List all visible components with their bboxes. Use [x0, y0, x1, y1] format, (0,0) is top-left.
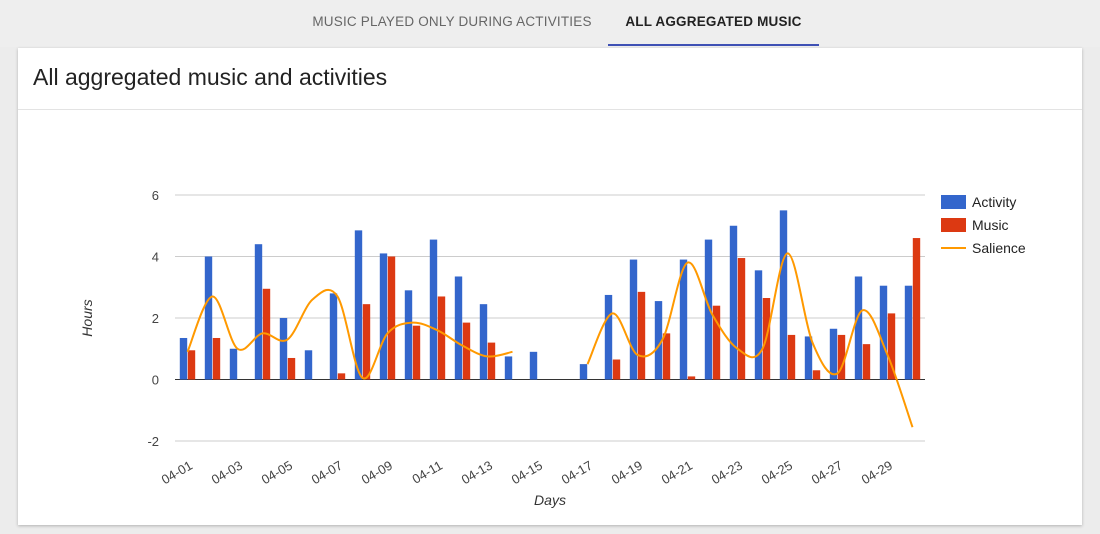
x-tick-label: 04-05 [259, 458, 295, 488]
x-axis-title: Days [534, 492, 566, 508]
activity-bar [204, 256, 213, 380]
y-tick-label: 0 [152, 373, 159, 388]
activity-bar [579, 364, 588, 380]
activity-bar [754, 270, 763, 380]
activity-bar [379, 253, 388, 380]
music-bar [912, 238, 921, 380]
activity-bar [454, 276, 463, 380]
x-tick-label: 04-23 [709, 458, 745, 488]
music-bar [212, 337, 221, 380]
activity-bar [279, 318, 288, 380]
activity-bar [254, 244, 263, 380]
x-tick-label: 04-27 [809, 458, 845, 488]
music-bar [187, 350, 196, 380]
tab-music-during-activities[interactable]: MUSIC PLAYED ONLY DURING ACTIVITIES [312, 14, 592, 29]
activity-bar [704, 239, 713, 380]
activity-bar [629, 259, 638, 380]
chart-card: All aggregated music and activities [18, 48, 1082, 525]
x-tick-label: 04-17 [559, 458, 595, 488]
tab-bar: MUSIC PLAYED ONLY DURING ACTIVITIES ALL … [0, 0, 1100, 47]
tab-all-aggregated-music[interactable]: ALL AGGREGATED MUSIC [625, 14, 802, 29]
activity-bar [829, 328, 838, 380]
x-tick-label: 04-21 [659, 458, 695, 488]
activity-bar [179, 337, 188, 380]
music-bar [412, 325, 421, 380]
music-bar [737, 258, 746, 380]
activity-bar [779, 210, 788, 380]
salience-line [586, 252, 914, 428]
legend-label: Music [972, 217, 1009, 233]
music-bar [362, 304, 371, 380]
music-bar [437, 296, 446, 380]
active-tab-indicator [608, 44, 819, 46]
music-bar [887, 313, 896, 380]
y-tick-label: 2 [152, 311, 159, 326]
music-bar [687, 376, 696, 380]
card-title: All aggregated music and activities [33, 64, 388, 90]
music-bar [862, 344, 871, 380]
music-bar [787, 334, 796, 380]
activity-bar [804, 336, 813, 380]
music-bar [487, 342, 496, 380]
music-bar [837, 334, 846, 380]
y-axis-title: Hours [79, 299, 95, 336]
activity-bar [729, 225, 738, 380]
activity-bar [404, 290, 413, 380]
activity-bar [429, 239, 438, 380]
legend-swatch [941, 195, 966, 209]
x-tick-label: 04-09 [359, 458, 395, 488]
activity-bar [529, 351, 538, 380]
music-bar [812, 370, 821, 380]
x-tick-label: 04-15 [509, 458, 545, 488]
x-tick-label: 04-07 [309, 458, 345, 488]
card-header: All aggregated music and activities [18, 48, 1082, 110]
legend-label: Salience [972, 240, 1026, 256]
x-tick-label: 04-25 [759, 458, 795, 488]
y-tick-label: 4 [152, 250, 159, 265]
music-bar [387, 256, 396, 380]
x-tick-label: 04-19 [609, 458, 645, 488]
activity-bar [354, 230, 363, 380]
music-bar [337, 373, 346, 380]
music-bar [662, 333, 671, 380]
activity-bar [904, 285, 913, 380]
x-tick-label: 04-01 [159, 458, 195, 488]
salience-line [186, 288, 513, 380]
music-bar [287, 357, 296, 380]
x-tick-label: 04-11 [410, 458, 445, 487]
activity-bar [504, 356, 513, 380]
activity-bar [229, 348, 238, 380]
music-bar [462, 322, 471, 380]
activity-bar [479, 304, 488, 380]
music-bar [712, 305, 721, 380]
x-tick-label: 04-03 [209, 458, 245, 488]
legend-swatch [941, 218, 966, 232]
activity-bar [879, 285, 888, 380]
activity-bar [854, 276, 863, 380]
activity-bar [604, 294, 613, 380]
activity-bar [304, 350, 313, 380]
music-bar [637, 291, 646, 380]
y-tick-label: 6 [152, 188, 159, 203]
x-tick-label: 04-13 [459, 458, 495, 488]
x-tick-label: 04-29 [859, 458, 895, 488]
activity-bar [679, 259, 688, 380]
y-tick-label: -2 [147, 434, 159, 449]
activity-bar [654, 301, 663, 380]
activity-bar [329, 293, 338, 380]
music-bar [612, 359, 621, 380]
legend-label: Activity [972, 194, 1016, 210]
